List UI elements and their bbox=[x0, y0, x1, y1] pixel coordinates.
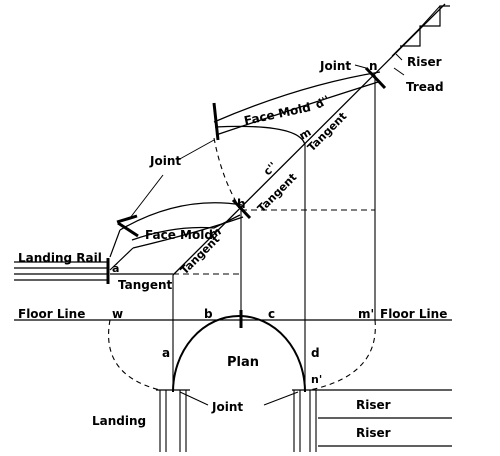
label-joint-bottom: Joint bbox=[211, 400, 243, 414]
label-face-mold-upper: Face Mold bbox=[243, 100, 312, 128]
label-a-prime: á bbox=[112, 262, 119, 275]
label-floor-line-right: Floor Line bbox=[380, 307, 447, 321]
label-riser-1: Riser bbox=[356, 398, 391, 412]
dashed-curves bbox=[108, 137, 376, 391]
joint-marks bbox=[231, 198, 252, 220]
label-n: n bbox=[369, 59, 378, 73]
label-landing-rail: Landing Rail bbox=[18, 251, 102, 265]
label-b: b bbox=[204, 307, 213, 321]
lower-stair bbox=[318, 389, 452, 447]
label-d2: d'' bbox=[313, 93, 332, 112]
label-plan: Plan bbox=[227, 355, 259, 370]
label-w: w bbox=[112, 307, 123, 321]
label-riser-2: Riser bbox=[356, 426, 391, 440]
labels: Joint n Riser Tread Face Mold d'' m Tang… bbox=[18, 55, 447, 440]
label-c: c bbox=[268, 307, 275, 321]
landing-rail-drawing bbox=[14, 258, 110, 284]
label-tangent-middle: Tangent bbox=[255, 171, 299, 215]
label-m-prime: m' bbox=[358, 307, 374, 321]
label-a: a bbox=[162, 346, 170, 360]
vertical-lines bbox=[172, 75, 376, 392]
label-riser-top: Riser bbox=[407, 55, 442, 69]
label-n-prime: n' bbox=[311, 373, 322, 386]
label-c2: c'' bbox=[261, 160, 280, 179]
label-d: d bbox=[311, 346, 320, 360]
label-m-lower: m bbox=[207, 225, 223, 242]
plan-semicircle bbox=[172, 315, 306, 393]
pitch-line bbox=[172, 3, 446, 276]
label-joint-top: Joint bbox=[319, 59, 351, 73]
label-h: h bbox=[237, 197, 246, 211]
lower-face-mold bbox=[109, 202, 244, 271]
label-tangent-upper: Tangent bbox=[305, 110, 349, 154]
upper-face-mold bbox=[212, 66, 387, 146]
label-tangent-horizontal: Tangent bbox=[118, 278, 173, 292]
newel-posts bbox=[156, 389, 318, 452]
label-m-upper: m bbox=[297, 126, 313, 143]
label-joint-left: Joint bbox=[149, 154, 181, 168]
label-face-mold-lower: Face Mold bbox=[145, 228, 213, 242]
label-floor-line-left: Floor Line bbox=[18, 307, 85, 321]
joint-leaders bbox=[129, 64, 367, 406]
dashed-lines bbox=[173, 209, 375, 275]
floor-line bbox=[14, 310, 452, 328]
label-landing: Landing bbox=[92, 414, 146, 428]
label-tread: Tread bbox=[406, 80, 444, 94]
